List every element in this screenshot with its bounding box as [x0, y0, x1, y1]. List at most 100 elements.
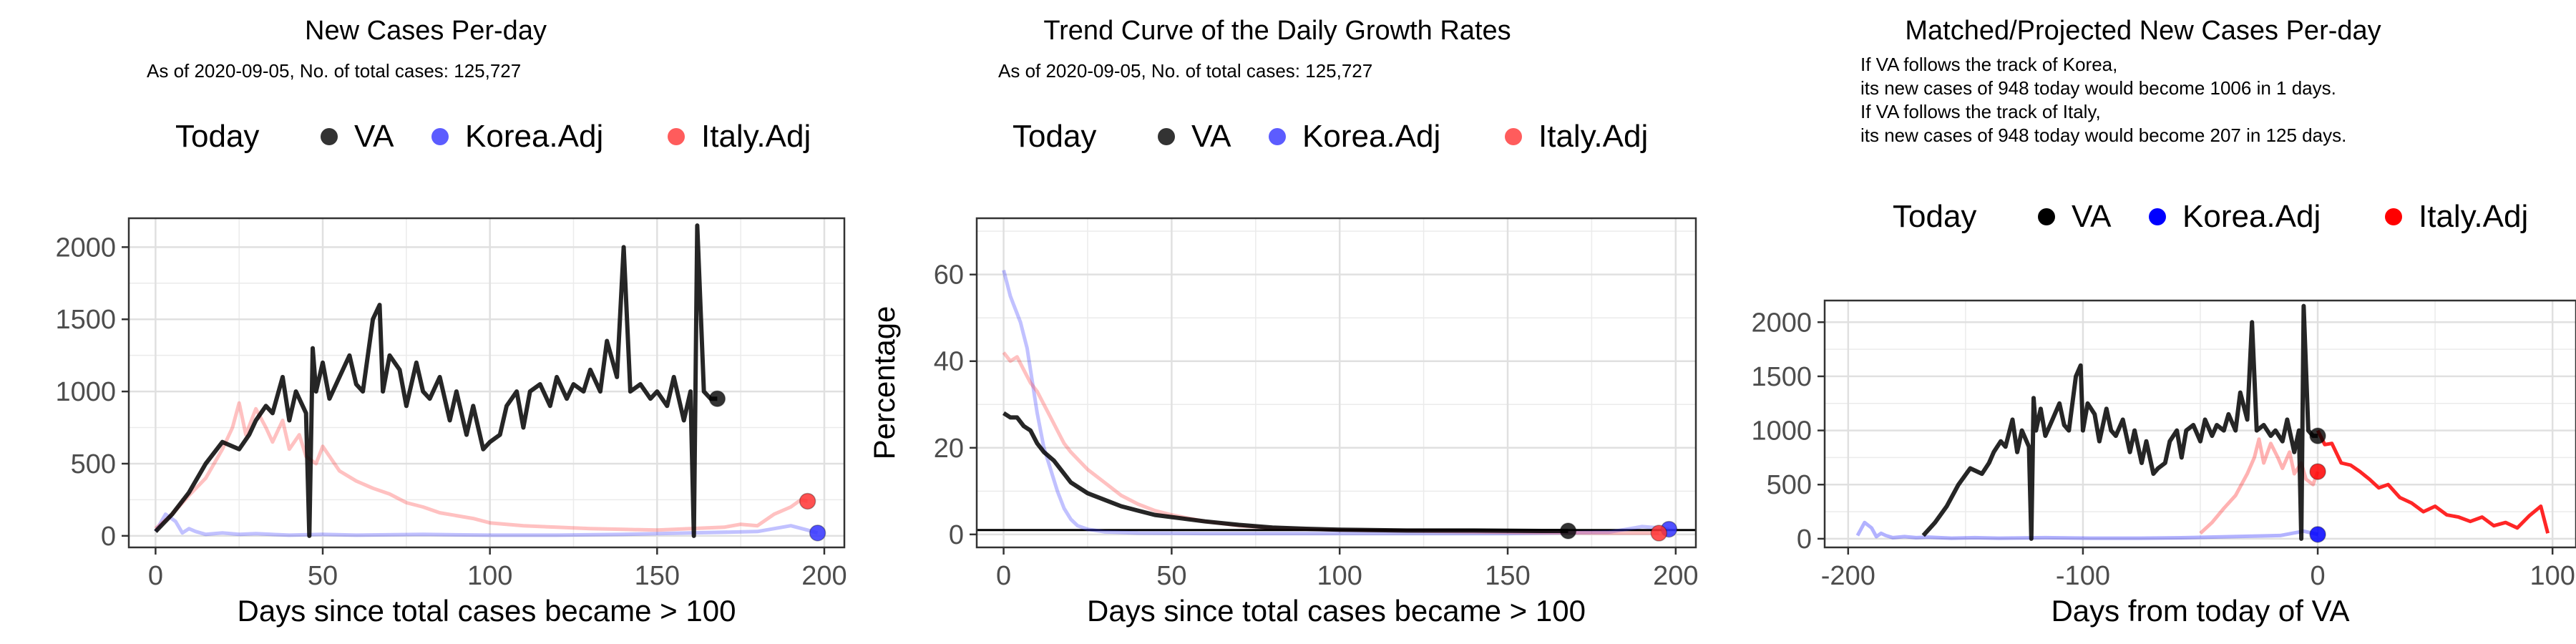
x-tick-label: 50 [1156, 561, 1186, 591]
plot-border [127, 217, 846, 549]
chart-title: Matched/Projected New Cases Per-day [1905, 16, 2381, 46]
x-tick-label: 200 [801, 561, 847, 591]
y-tick-label: 60 [934, 260, 964, 291]
x-tick-label: 50 [308, 561, 338, 591]
legend-entry: Italy.Adj [701, 119, 811, 154]
series-line-italy-adj [154, 401, 809, 532]
today-point-korea-adj [2309, 526, 2326, 543]
series-line-korea-adj [1002, 269, 1669, 536]
legend-entry: Korea.Adj [1302, 119, 1440, 154]
plot-area [129, 218, 844, 547]
grid [977, 218, 1696, 547]
y-tick-label: 0 [949, 520, 964, 550]
plot-border [975, 217, 1697, 549]
today-point-va [1559, 522, 1577, 540]
legend-swatch [431, 128, 449, 145]
legend: Today VA Korea.Adj Italy.Adj [175, 119, 811, 154]
series-line-italy-adj-projected [2316, 429, 2550, 534]
chart-svg: Matched/Projected New Cases Per-day If VA… [1751, 16, 2576, 628]
legend-swatch [321, 128, 338, 145]
chart-title: Trend Curve of the Daily Growth Rates [1043, 16, 1511, 46]
series-group [1002, 269, 1669, 536]
legend-swatch [1505, 128, 1522, 145]
y-axis-label: Percentage [867, 306, 901, 460]
legend-swatch [668, 128, 685, 145]
today-point-va [708, 390, 726, 407]
annotation-line: its new cases of 948 today would become … [1860, 125, 2346, 146]
chart-subtitle: As of 2020-09-05, No. of total cases: 12… [147, 60, 521, 82]
chart-title: New Cases Per-day [305, 16, 547, 46]
legend-swatch [1269, 128, 1286, 145]
legend: Today VA Korea.Adj Italy.Adj [1893, 199, 2528, 234]
legend-entry: VA [2072, 199, 2112, 234]
x-axis-label: Days since total cases became > 100 [238, 594, 736, 628]
today-point-italy-adj [799, 492, 816, 510]
y-tick-label: 40 [934, 347, 964, 377]
chart-growth-rates: Trend Curve of the Daily Growth Rates As … [852, 0, 1703, 644]
series-group [154, 223, 819, 538]
y-tick-label: 2000 [1751, 308, 1812, 338]
today-point-italy-adj [2309, 463, 2326, 480]
annotation-line: If VA follows the track of Italy, [1860, 101, 2101, 122]
series-line-korea-adj [1855, 520, 2318, 540]
legend-title: Today [175, 119, 259, 154]
legend-entry: Italy.Adj [2419, 199, 2528, 234]
grid [129, 218, 844, 547]
series-line-va [1921, 303, 2318, 541]
series-line-va [154, 223, 718, 538]
annotation-line: If VA follows the track of Korea, [1860, 54, 2117, 75]
y-tick-label: 20 [934, 434, 964, 464]
x-tick-label: 100 [1317, 561, 1362, 591]
legend-title: Today [1893, 199, 1976, 234]
chart-subtitle: As of 2020-09-05, No. of total cases: 12… [998, 60, 1372, 82]
legend-swatch [2149, 208, 2166, 225]
y-tick-label: 500 [1767, 470, 1812, 500]
chart-new-cases: New Cases Per-day As of 2020-09-05, No. o… [0, 0, 852, 644]
y-tick-label: 0 [101, 522, 116, 552]
chart-svg: New Cases Per-day As of 2020-09-05, No. o… [55, 16, 847, 628]
legend-entry: VA [354, 119, 394, 154]
x-tick-label: 0 [2310, 561, 2325, 591]
x-tick-label: 100 [467, 561, 512, 591]
today-point-va [2309, 427, 2326, 444]
today-points [1559, 520, 1678, 542]
series-group [1855, 303, 2550, 541]
y-tick-label: 1000 [55, 377, 116, 407]
legend-title: Today [1013, 119, 1096, 154]
x-tick-label: -100 [2056, 561, 2110, 591]
x-tick-label: 0 [148, 561, 163, 591]
legend-swatch [2385, 208, 2402, 225]
today-points [708, 390, 826, 542]
legend-entry: Korea.Adj [465, 119, 603, 154]
chart-projected-cases: Matched/Projected New Cases Per-day If VA… [1710, 0, 2576, 644]
grid [1825, 301, 2576, 547]
x-tick-label: 150 [635, 561, 680, 591]
y-tick-label: 0 [1797, 525, 1812, 555]
x-tick-label: 100 [2529, 561, 2575, 591]
series-line-korea-adj [154, 512, 819, 537]
x-tick-label: 200 [1653, 561, 1698, 591]
x-axis-label: Days from today of VA [2051, 594, 2349, 628]
legend-entry: Korea.Adj [2182, 199, 2321, 234]
axes: 0 50 100 150 200 0 20 40 60 [934, 260, 1699, 591]
legend-entry: Italy.Adj [1538, 119, 1648, 154]
today-point-korea-adj [809, 525, 826, 542]
x-tick-label: -200 [1821, 561, 1875, 591]
y-tick-label: 500 [71, 449, 116, 479]
legend-swatch [2038, 208, 2055, 225]
today-point-italy-adj [1650, 525, 1668, 542]
legend: Today VA Korea.Adj Italy.Adj [1013, 119, 1648, 154]
series-line-va [1002, 411, 1568, 533]
chart-svg: Trend Curve of the Daily Growth Rates As … [867, 16, 1699, 628]
legend-swatch [1158, 128, 1175, 145]
x-axis-label: Days since total cases became > 100 [1087, 594, 1586, 628]
plot-area [977, 218, 1696, 547]
x-tick-label: 150 [1485, 561, 1530, 591]
x-tick-label: 0 [996, 561, 1011, 591]
y-tick-label: 1000 [1751, 416, 1812, 447]
annotation-line: its new cases of 948 today would become … [1860, 77, 2336, 99]
legend-entry: VA [1191, 119, 1231, 154]
today-points [2309, 427, 2326, 543]
